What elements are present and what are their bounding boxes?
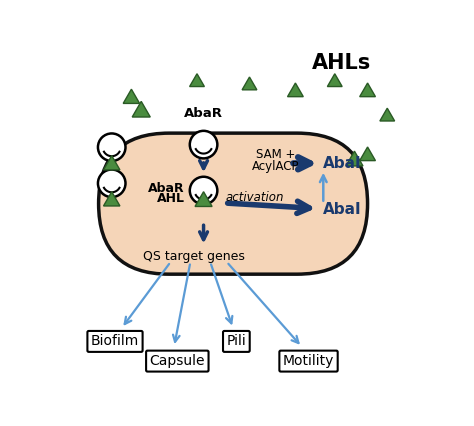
Polygon shape [190, 74, 204, 86]
Circle shape [98, 133, 126, 161]
Text: AbaR: AbaR [148, 182, 185, 195]
Polygon shape [103, 155, 120, 170]
Text: Biofilm: Biofilm [91, 334, 139, 348]
Polygon shape [360, 147, 375, 161]
Text: Motility: Motility [283, 354, 334, 368]
Text: AHL: AHL [157, 192, 185, 204]
Circle shape [190, 177, 218, 204]
Polygon shape [346, 151, 363, 166]
Polygon shape [288, 83, 303, 97]
Text: AHLs: AHLs [312, 52, 371, 72]
Text: AbaI: AbaI [323, 202, 362, 217]
Text: QS target genes: QS target genes [143, 250, 245, 263]
Text: SAM +: SAM + [256, 148, 295, 161]
Text: Pili: Pili [227, 334, 246, 348]
Polygon shape [360, 83, 375, 97]
Polygon shape [195, 192, 212, 207]
Text: AbaI: AbaI [323, 156, 362, 171]
Text: AbaR: AbaR [184, 107, 223, 120]
Polygon shape [103, 192, 120, 206]
FancyBboxPatch shape [99, 133, 367, 274]
Text: Capsule: Capsule [150, 354, 205, 368]
Polygon shape [328, 74, 342, 86]
Text: AcylACP: AcylACP [252, 160, 300, 173]
Circle shape [98, 170, 126, 197]
Polygon shape [380, 108, 395, 121]
Polygon shape [242, 77, 257, 90]
Circle shape [190, 131, 218, 158]
Polygon shape [123, 89, 140, 104]
Text: activation: activation [225, 190, 283, 204]
Polygon shape [132, 101, 150, 117]
